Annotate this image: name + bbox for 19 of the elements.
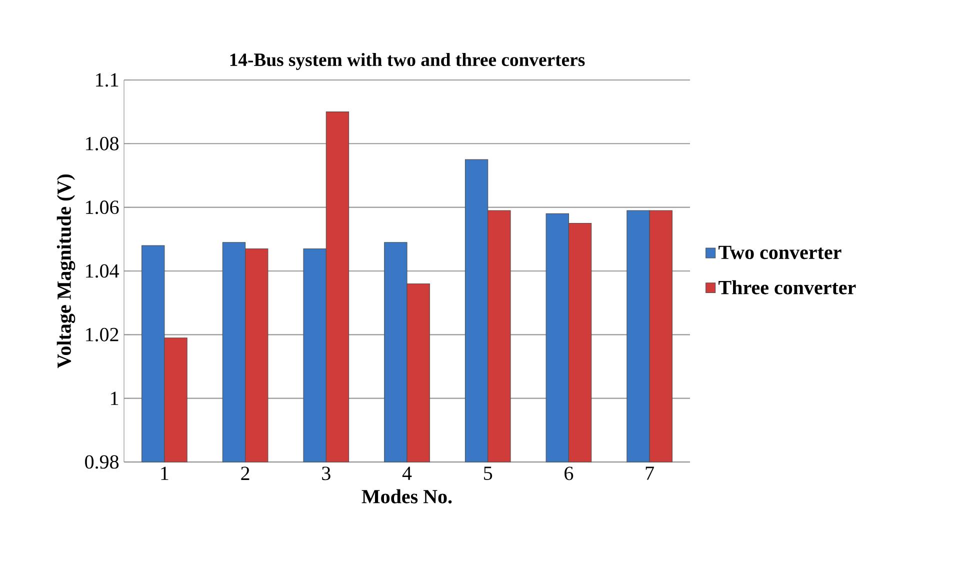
y-tick-label: 1.06 [86,200,119,214]
y-tick-label: 1.02 [86,328,118,342]
x-tick-label: 3 [322,466,330,480]
x-tick-label: 1 [161,466,168,480]
x-tick-label: 6 [564,466,574,480]
y-axis-title: Voltage Magnitude (V) [56,174,76,368]
y-tick-label: 1 [111,392,118,405]
y-tick-label: 1.1 [96,73,118,87]
x-tick-label: 7 [646,466,654,480]
x-tick-label: 5 [484,466,492,480]
x-axis-title: Modes No. [362,489,452,504]
x-tick-label: 4 [402,466,412,480]
y-tick-label: 1.08 [86,136,119,150]
y-tick-label: 1.04 [86,264,119,278]
legend-label: Two converter [718,246,842,260]
legend-label: Three converter [718,280,856,294]
x-tick-label: 2 [241,466,250,480]
chart-title: 14-Bus system with two and three converters [230,52,585,70]
y-tick-label: 0.98 [85,455,119,469]
